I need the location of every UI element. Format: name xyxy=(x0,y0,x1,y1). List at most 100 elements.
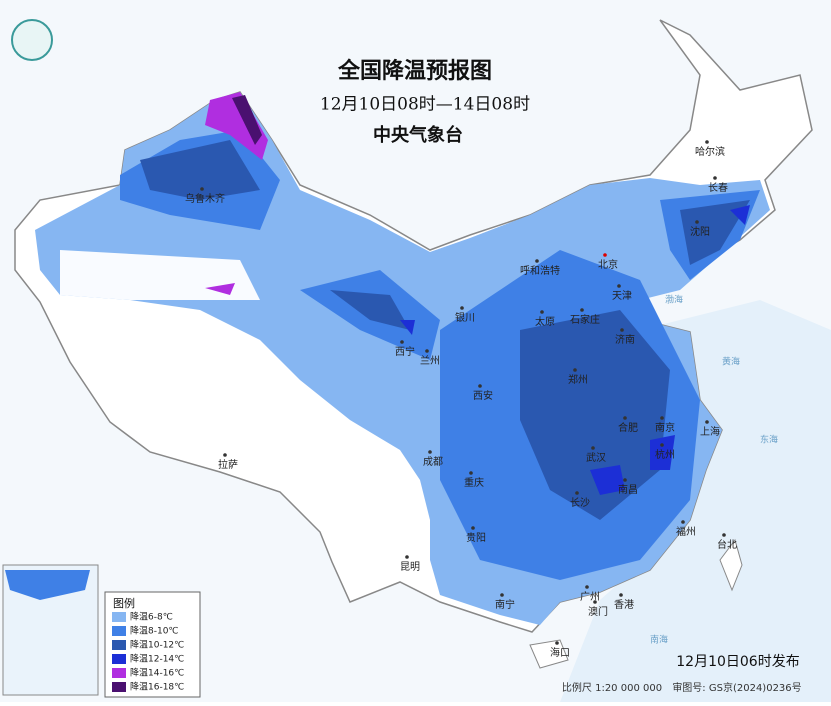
city-label: 杭州 xyxy=(655,448,675,461)
legend-label: 降温16-18℃ xyxy=(130,681,184,693)
city-dot xyxy=(619,593,623,597)
city-label: 天津 xyxy=(612,290,632,302)
cooling-area-14-16 xyxy=(205,92,268,295)
city-label: 南昌 xyxy=(618,483,638,496)
city-dot xyxy=(660,416,664,420)
city-label: 拉萨 xyxy=(218,458,238,471)
city-label: 台北 xyxy=(717,538,737,551)
city-dot xyxy=(223,453,227,457)
city-label: 济南 xyxy=(615,333,635,346)
city-label: 成都 xyxy=(423,456,443,468)
city-label: 郑州 xyxy=(568,373,588,386)
cooling-area-16-18 xyxy=(232,95,262,145)
legend-items: 降温6-8℃ 降温8-10℃ 降温10-12℃ 降温12-14℃ 降温14-16℃ 降温1… xyxy=(112,611,184,693)
city-dot xyxy=(425,349,429,353)
sea-area xyxy=(560,300,831,702)
legend-label: 降温12-14℃ xyxy=(130,653,184,665)
legend-swatch xyxy=(112,640,126,650)
city-dot xyxy=(623,478,627,482)
legend-label: 降温14-16℃ xyxy=(130,667,184,679)
city-label: 西宁 xyxy=(395,345,415,358)
city-label: 石家庄 xyxy=(570,313,600,326)
city-label: 南京 xyxy=(655,421,675,434)
legend-label: 降温8-10℃ xyxy=(130,625,179,637)
city-dot xyxy=(200,187,204,191)
city-label: 哈尔滨 xyxy=(695,145,725,158)
city-label: 武汉 xyxy=(586,451,606,464)
city-label: 南宁 xyxy=(495,598,515,611)
city-dot xyxy=(660,443,664,447)
legend-swatch xyxy=(112,612,126,622)
city-label: 贵阳 xyxy=(466,531,486,544)
city-label: 长春 xyxy=(708,182,728,194)
scale: 比例尺 1:20 000 000 xyxy=(562,681,662,694)
city-dot xyxy=(573,368,577,372)
city-dot xyxy=(405,555,409,559)
legend-swatch xyxy=(112,654,126,664)
city-label: 澳门 xyxy=(588,605,608,618)
city-label: 广州 xyxy=(580,591,600,603)
city-dot xyxy=(575,491,579,495)
city-dot xyxy=(705,140,709,144)
city-dot xyxy=(695,220,699,224)
city-dot xyxy=(593,600,597,604)
legend-label: 降温10-12℃ xyxy=(130,639,184,651)
city-label: 昆明 xyxy=(400,561,420,573)
legend-title: 图例 xyxy=(113,596,135,610)
issue-time: 12月10日06时发布 xyxy=(676,654,799,670)
city-dot xyxy=(713,176,717,180)
legend-swatch xyxy=(112,626,126,636)
city-dot xyxy=(617,284,621,288)
city-dot xyxy=(603,253,607,257)
taiwan xyxy=(719,538,743,592)
city-dot xyxy=(705,420,709,424)
city-dot xyxy=(540,310,544,314)
city-label: 重庆 xyxy=(464,476,484,489)
city-dot xyxy=(471,526,475,530)
cooling-area-10-12 xyxy=(140,140,750,520)
city-dot xyxy=(428,450,432,454)
city-label: 海口 xyxy=(550,646,570,659)
city-dot xyxy=(620,328,624,332)
city-label: 香港 xyxy=(614,599,634,611)
inset-area xyxy=(5,570,90,600)
city-dot xyxy=(555,641,559,645)
city-dot xyxy=(400,340,404,344)
city-label: 兰州 xyxy=(420,354,440,367)
city-label: 沈阳 xyxy=(690,225,710,238)
city-dot xyxy=(500,593,504,597)
sea-label: 东海 xyxy=(760,434,778,446)
review-number: 审图号: GS京(2024)0236号 xyxy=(672,681,801,694)
city-dot xyxy=(591,446,595,450)
city-dot xyxy=(580,308,584,312)
city-label: 长沙 xyxy=(570,497,590,509)
city-label: 福州 xyxy=(676,525,696,538)
sea-label: 南海 xyxy=(650,634,668,646)
legend-swatch xyxy=(112,682,126,692)
sea-label: 黄海 xyxy=(722,356,740,368)
city-label: 合肥 xyxy=(618,421,638,434)
city-label: 银川 xyxy=(455,311,475,324)
city-dot xyxy=(460,306,464,310)
city-dot xyxy=(535,259,539,263)
hainan xyxy=(529,639,569,669)
sea-label: 渤海 xyxy=(665,294,683,306)
issuer: 中央气象台 xyxy=(373,124,463,146)
city-label: 呼和浩特 xyxy=(520,265,560,277)
title: 全国降温预报图 xyxy=(337,58,492,84)
city-label: 太原 xyxy=(535,315,555,328)
city-label: 西安 xyxy=(473,389,493,402)
city-label: 北京 xyxy=(598,258,618,271)
city-label: 乌鲁木齐 xyxy=(185,192,225,205)
legend-label: 降温6-8℃ xyxy=(130,611,173,623)
city-dot xyxy=(681,520,685,524)
subtitle: 12月10日08时—14日08时 xyxy=(320,95,530,115)
city-dot xyxy=(585,585,589,589)
city-label: 上海 xyxy=(700,425,720,438)
city-dot xyxy=(623,416,627,420)
city-dot xyxy=(469,471,473,475)
